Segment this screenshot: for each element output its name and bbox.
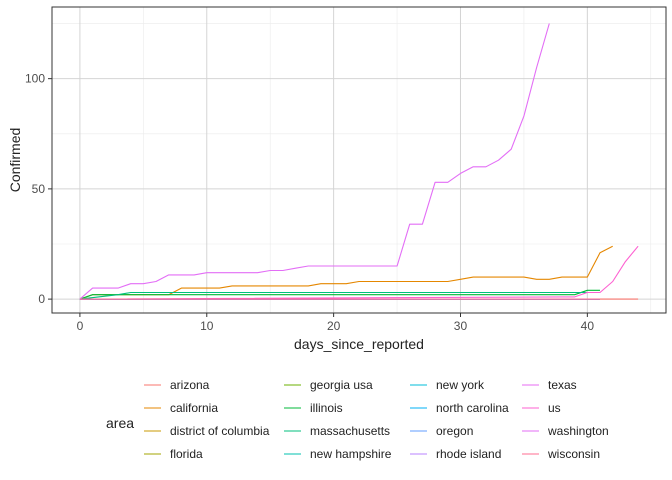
legend-label-new-hampshire: new hampshire bbox=[310, 447, 392, 461]
series-line-us bbox=[79, 245, 639, 300]
legend-label-us: us bbox=[548, 401, 561, 415]
x-axis-title: days_since_reported bbox=[294, 336, 424, 352]
panel-border bbox=[51, 6, 667, 314]
y-tick-label: 50 bbox=[32, 182, 46, 196]
legend-label-wisconsin: wisconsin bbox=[547, 447, 600, 461]
legend-label-washington: washington bbox=[547, 424, 609, 438]
legend-label-north-carolina: north carolina bbox=[436, 401, 509, 415]
series-lines bbox=[79, 23, 639, 300]
y-axis-title: Confirmed bbox=[7, 128, 23, 193]
series-line-washington bbox=[79, 23, 550, 300]
legend-label-rhode-island: rhode island bbox=[436, 447, 501, 461]
legend: area arizona california district of columb… bbox=[106, 378, 609, 461]
series-line-illinois bbox=[79, 289, 600, 300]
x-tick-label: 40 bbox=[581, 319, 595, 333]
legend-label-district-of-columbia: district of columbia bbox=[170, 424, 270, 438]
legend-label-arizona: arizona bbox=[170, 378, 210, 392]
x-tick-label: 10 bbox=[200, 319, 214, 333]
x-tick-label: 20 bbox=[327, 319, 341, 333]
legend-label-oregon: oregon bbox=[436, 424, 473, 438]
legend-title: area bbox=[106, 415, 134, 431]
legend-label-georgia-usa: georgia usa bbox=[310, 378, 373, 392]
minor-gridlines bbox=[52, 7, 666, 313]
y-tick-label: 100 bbox=[25, 72, 45, 86]
axis-ticks: 0 10 20 30 40 0 50 100 bbox=[25, 72, 594, 333]
y-tick-label: 0 bbox=[38, 292, 45, 306]
legend-label-california: california bbox=[170, 401, 218, 415]
legend-label-florida: florida bbox=[170, 447, 203, 461]
legend-label-massachusetts: massachusetts bbox=[310, 424, 390, 438]
x-tick-label: 30 bbox=[454, 319, 468, 333]
x-tick-label: 0 bbox=[77, 319, 84, 333]
legend-label-texas: texas bbox=[548, 378, 577, 392]
legend-label-illinois: illinois bbox=[310, 401, 343, 415]
legend-label-new-york: new york bbox=[436, 378, 485, 392]
series-line-massachusetts bbox=[79, 291, 600, 300]
